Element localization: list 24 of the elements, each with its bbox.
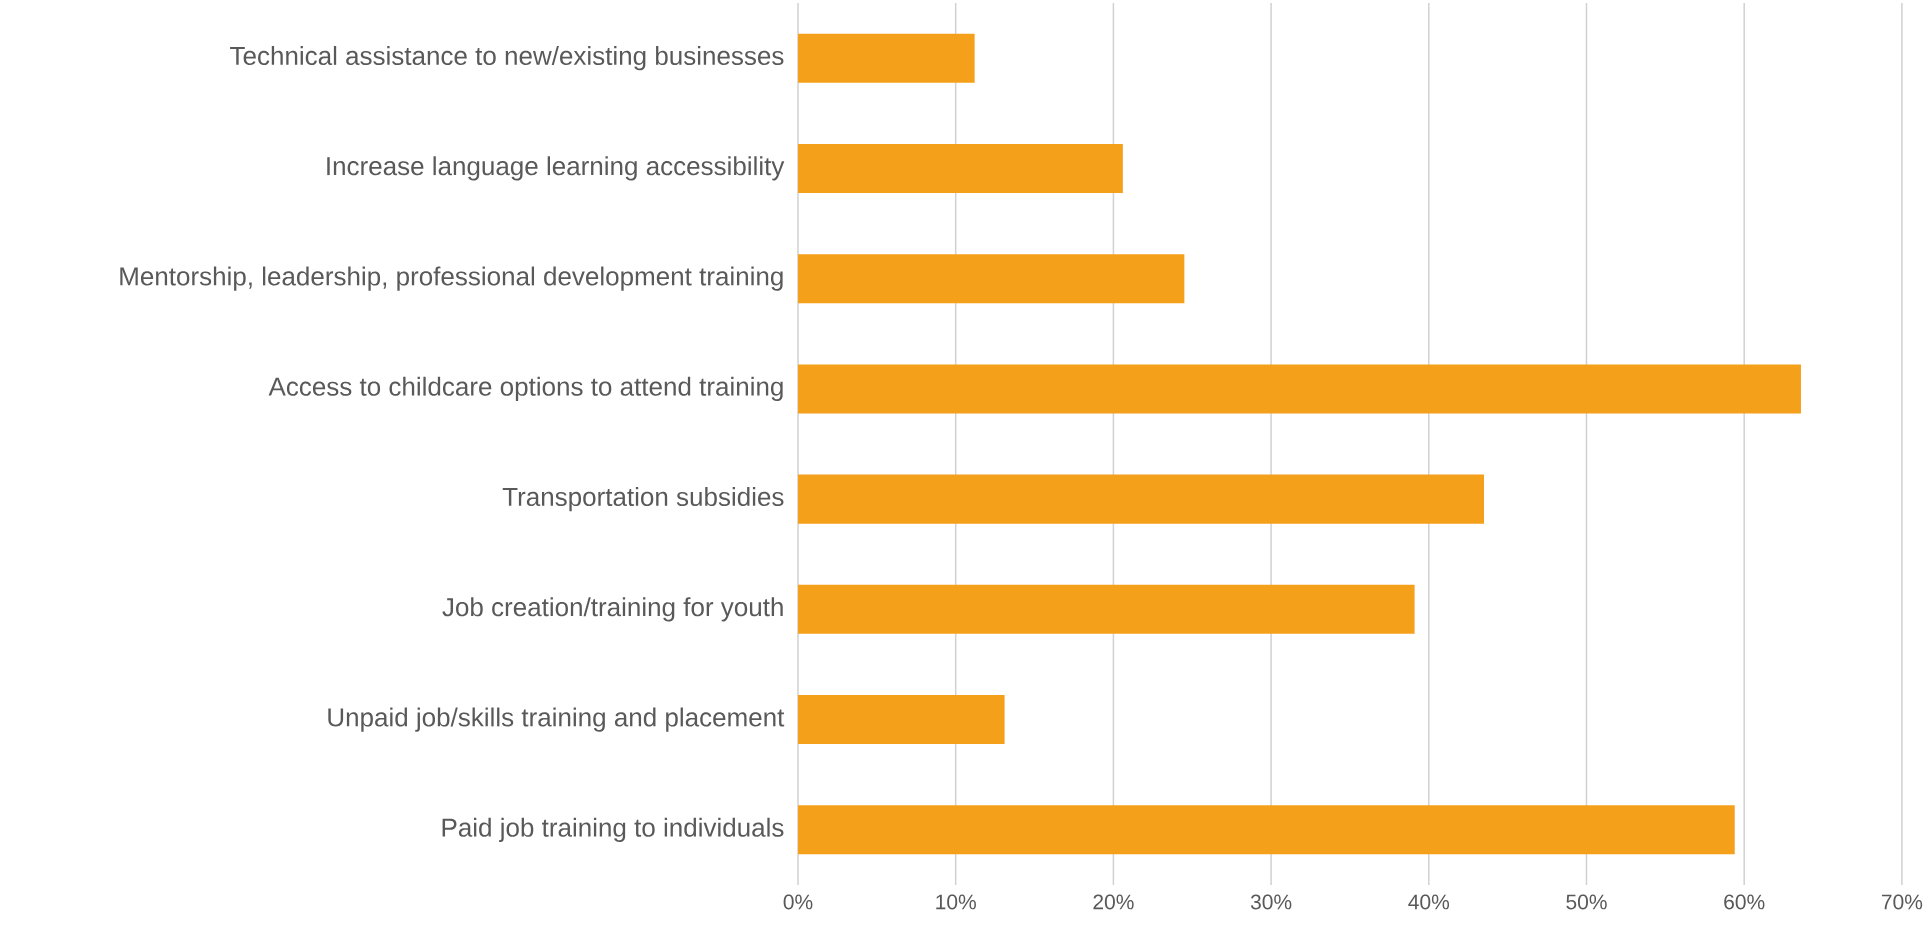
bar (798, 474, 1484, 524)
bar (798, 143, 1123, 193)
y-tick-label: Job creation/training for youth (442, 597, 783, 622)
bar (798, 33, 975, 83)
y-tick-label: Transportation subsidies (502, 487, 784, 512)
x-tick-label: 20% (1093, 894, 1134, 910)
y-tick-label: Unpaid job/skills training and placement (328, 707, 785, 732)
y-tick-label: Mentorship, leadership, professional development training (120, 266, 783, 291)
y-tick-label: Paid job training to individuals (442, 817, 784, 842)
y-tick-label: Increase language learning accessibility (327, 156, 785, 181)
bar (798, 805, 1735, 855)
x-tick-label: 10% (936, 894, 976, 910)
x-tick-label: 30% (1250, 894, 1292, 910)
x-tick-label: 40% (1408, 894, 1450, 910)
x-tick-label: 60% (1724, 894, 1765, 910)
x-tick-label: 50% (1566, 894, 1607, 910)
y-tick-label: Access to childcare options to attend training (268, 376, 783, 401)
x-tick-label: 0% (783, 894, 813, 910)
bar (798, 254, 1185, 304)
y-tick-label: Technical assistance to new/existing businesses (230, 46, 784, 71)
bar (798, 584, 1415, 634)
bar (798, 364, 1801, 414)
x-tick-label: 70% (1881, 894, 1923, 910)
bar (798, 695, 1005, 745)
